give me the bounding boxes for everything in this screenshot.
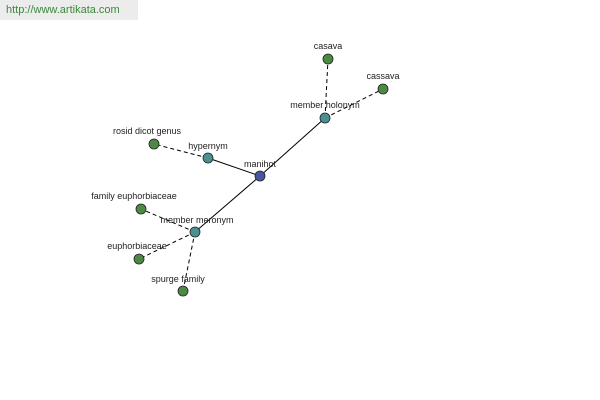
node-label: rosid dicot genus [113,126,182,136]
node [202,152,214,164]
node [177,285,189,297]
node [133,253,145,265]
dashed-edge [140,208,196,233]
edge [259,117,326,177]
dashed-edge [138,231,196,260]
node-label: cassava [366,71,399,81]
node-label: family euphorbiaceae [91,191,177,201]
node-label: member holonym [290,100,360,110]
node [148,138,160,150]
site-url[interactable]: http://www.artikata.com [0,0,138,20]
dashed-edge [324,88,384,119]
node [319,112,331,124]
edge [207,157,261,177]
node-label: spurge family [151,274,205,284]
node-label: euphorbiaceae [107,241,167,251]
node [377,83,389,95]
node-label: manihot [244,159,277,169]
node-label: casava [314,41,343,51]
dashed-edge [153,143,209,159]
edge [194,175,261,233]
dashed-edge [324,58,329,119]
node-label: hypernym [188,141,228,151]
node [189,226,201,238]
node-label: member meronym [160,215,233,225]
dashed-edge [182,231,196,292]
node [135,203,147,215]
node [322,53,334,65]
node [254,170,266,182]
